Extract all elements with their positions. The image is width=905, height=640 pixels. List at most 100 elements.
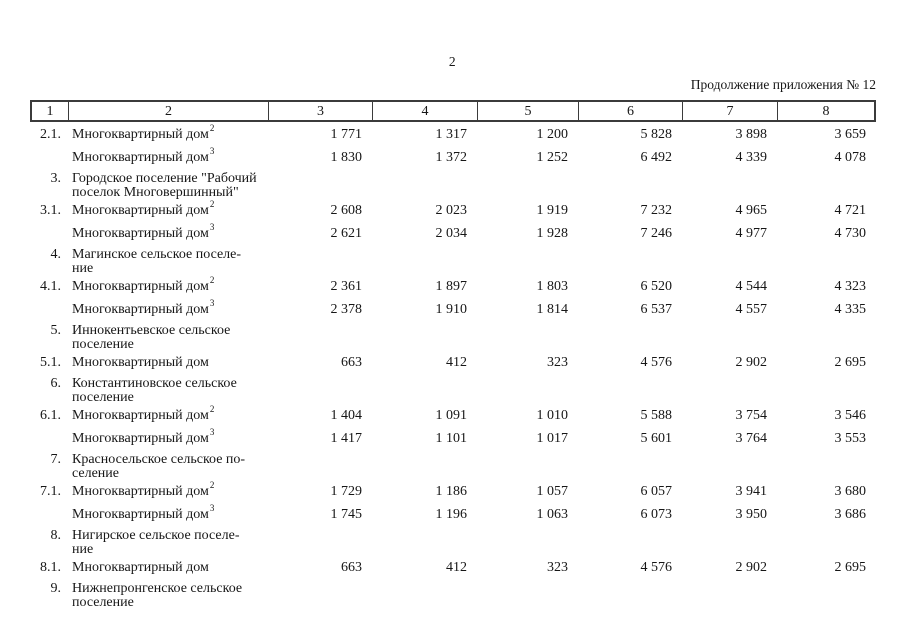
footnote-ref: 2: [209, 275, 215, 286]
building-type-text: Многоквартирный дом: [72, 507, 209, 522]
value-cell: 2 902: [735, 560, 768, 575]
row-number: 5.1.: [40, 355, 61, 370]
value-cell: 1 091: [435, 408, 468, 423]
settlement-name-line: Красносельское сельское по-: [72, 452, 246, 467]
settlement-name: Красносельское сельское по-селение: [68, 451, 268, 481]
value-cell: 3 898: [735, 127, 768, 142]
value-cell: 4 965: [735, 203, 768, 218]
value-cell: 1 745: [330, 507, 363, 522]
value-cell: 4 576: [640, 355, 673, 370]
value-cell: 2 902: [735, 355, 768, 370]
value-cell: 2 695: [834, 560, 867, 575]
value-cell: 663: [341, 355, 362, 370]
settlement-name-line: поселок Многовершинный": [72, 184, 239, 200]
footnote-ref: 2: [209, 480, 215, 491]
building-data-row: 4.1. Многоквартирный дом2 2 361 1 897 1 803 6…: [30, 276, 876, 299]
row-number: 3.: [50, 171, 62, 186]
value-cell: 3 754: [735, 408, 768, 423]
row-number: 8.1.: [40, 560, 61, 575]
settlement-name-line: Городское поселение "Рабочий: [72, 171, 257, 186]
value-cell: 2 608: [330, 203, 363, 218]
value-cell: 4 544: [735, 279, 768, 294]
settlement-name-line: селение: [72, 465, 119, 481]
value-cell: 3 553: [834, 431, 867, 446]
row-number: [30, 299, 68, 322]
header-col-5: 5: [477, 100, 578, 122]
value-cell: 3 686: [834, 507, 867, 522]
value-cell: 2 034: [435, 226, 468, 241]
row-number: 5.: [50, 323, 62, 338]
building-type-label: Многоквартирный дом2: [68, 405, 268, 428]
value-cell: 3 941: [735, 484, 768, 499]
row-number: 7.1.: [40, 484, 61, 499]
value-cell: 1 830: [330, 150, 363, 165]
value-cell: 1 252: [536, 150, 569, 165]
value-cell: 3 950: [735, 507, 768, 522]
building-type-text: Многоквартирный дом: [72, 226, 209, 241]
value-cell: 3 680: [834, 484, 867, 499]
row-number: 2.1.: [40, 127, 61, 142]
building-data-row: Многоквартирный дом3 2 621 2 034 1 928 7 246…: [30, 223, 876, 246]
settlement-section-row: 6. Константиновское сельское поселение: [30, 375, 876, 405]
settlement-name-line: Нижнепронгенское сельское: [72, 581, 243, 596]
settlement-name-line: Константиновское сельское: [72, 376, 237, 391]
settlement-section-row: 9. Нижнепронгенское сельское поселение: [30, 580, 876, 610]
page-number: 2: [448, 54, 457, 69]
value-cell: 4 721: [834, 203, 867, 218]
building-data-row: 2.1. Многоквартирный дом2 1 771 1 317 1 200 5…: [30, 124, 876, 147]
value-cell: 4 557: [735, 302, 768, 317]
header-col-6: 6: [578, 100, 682, 122]
footnote-ref: 2: [209, 199, 215, 210]
header-col-1: 1: [30, 100, 68, 122]
value-cell: 5 828: [640, 127, 673, 142]
building-type-label: Многоквартирный дом3: [68, 223, 268, 246]
settlement-name-line: поселение: [72, 389, 134, 405]
value-cell: 4 339: [735, 150, 768, 165]
value-cell: 323: [547, 355, 568, 370]
value-cell: 7 246: [640, 226, 673, 241]
header-col-2: 2: [68, 100, 268, 122]
value-cell: 1 814: [536, 302, 569, 317]
row-number: 3.1.: [40, 203, 61, 218]
value-cell: 3 764: [735, 431, 768, 446]
row-number: 6.: [50, 376, 62, 391]
building-type-label: Многоквартирный дом2: [68, 481, 268, 504]
building-type-text: Многоквартирный дом: [72, 431, 209, 446]
settlement-name: Константиновское сельское поселение: [68, 375, 268, 405]
settlement-name: Магинское сельское поселе-ние: [68, 246, 268, 276]
settlement-name-line: Нигирское сельское поселе-: [72, 528, 240, 543]
building-type-label: Многоквартирный дом3: [68, 504, 268, 527]
building-type-text: Многоквартирный дом: [72, 484, 209, 499]
footnote-ref: 3: [209, 146, 215, 157]
value-cell: 6 073: [640, 507, 673, 522]
building-data-row: Многоквартирный дом3 1 745 1 196 1 063 6 073…: [30, 504, 876, 527]
value-cell: 1 186: [435, 484, 468, 499]
value-cell: 1 101: [435, 431, 468, 446]
building-type-label: Многоквартирный дом3: [68, 147, 268, 170]
value-cell: 1 200: [536, 127, 569, 142]
row-number: [30, 428, 68, 451]
building-data-row: 7.1. Многоквартирный дом2 1 729 1 186 1 057 6…: [30, 481, 876, 504]
row-number: 9.: [50, 581, 62, 596]
value-cell: 663: [341, 560, 362, 575]
value-cell: 1 928: [536, 226, 569, 241]
row-number: [30, 504, 68, 527]
value-cell: 1 372: [435, 150, 468, 165]
settlement-name-line: поселение: [72, 594, 134, 610]
header-col-8: 8: [777, 100, 876, 122]
footnote-ref: 3: [209, 503, 215, 514]
row-number: [30, 223, 68, 246]
value-cell: 2 378: [330, 302, 363, 317]
settlement-section-row: 5. Иннокентьевское сельское поселение: [30, 322, 876, 352]
value-cell: 2 621: [330, 226, 363, 241]
row-number: 6.1.: [40, 408, 61, 423]
value-cell: 2 361: [330, 279, 363, 294]
building-type-text: Многоквартирный дом: [72, 127, 209, 142]
settlement-name-line: Магинское сельское поселе-: [72, 247, 242, 262]
value-cell: 4 977: [735, 226, 768, 241]
value-cell: 4 730: [834, 226, 867, 241]
value-cell: 6 492: [640, 150, 673, 165]
value-cell: 1 897: [435, 279, 468, 294]
